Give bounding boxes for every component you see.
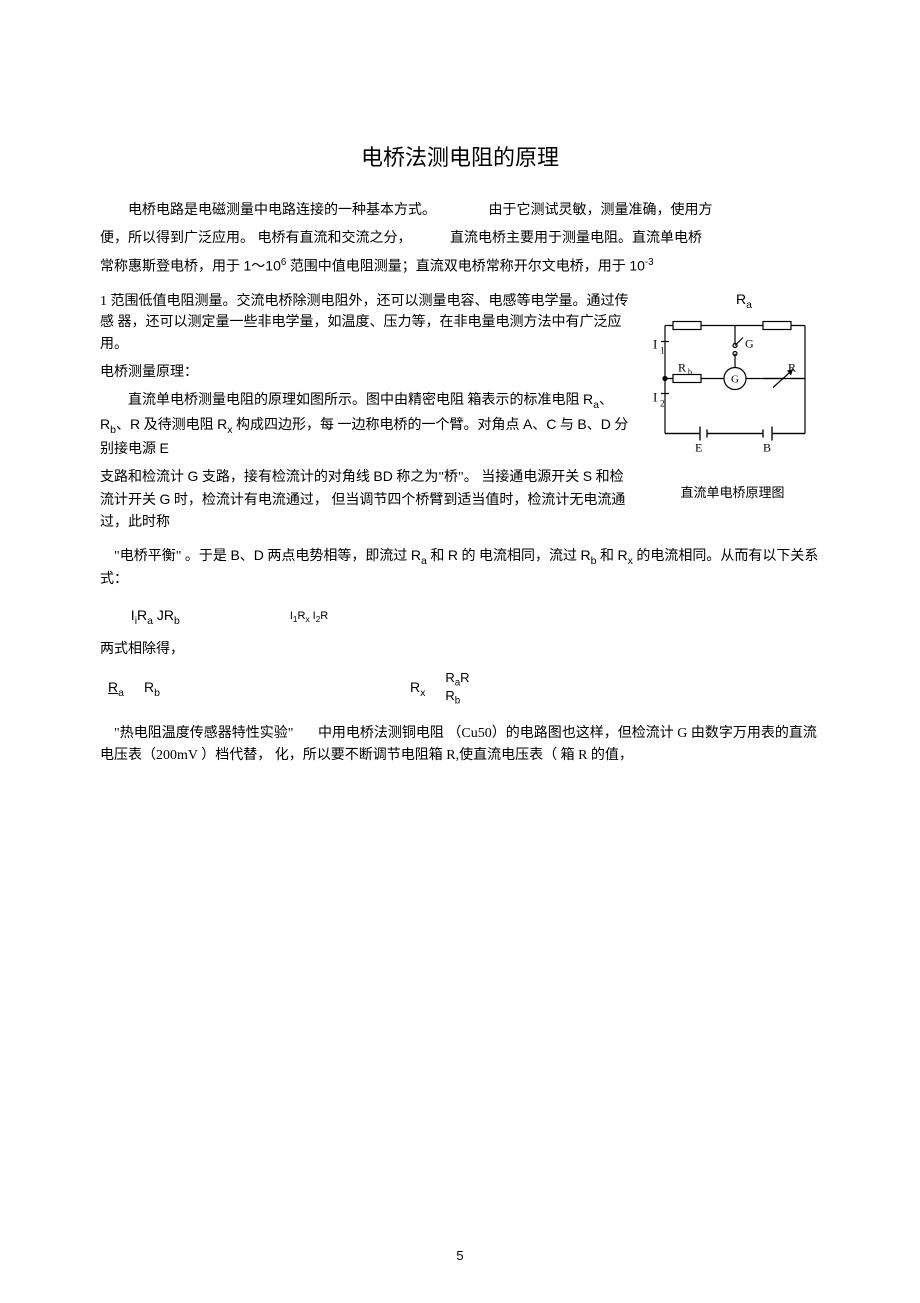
svg-text:G: G (731, 373, 739, 385)
svg-text:1: 1 (660, 345, 665, 355)
svg-text:2: 2 (660, 398, 665, 408)
ratio-right: Rx RaR Rb (410, 671, 470, 708)
paragraph-3: 常称惠斯登电桥，用于 1～106 范围中值电阻测量；直流双电桥常称开尔文电桥，用… (100, 255, 820, 278)
paragraph-10: "热电阻温度传感器特性实验" 中用电桥法测铜电阻 （Cu50）的电路图也这样，但… (100, 723, 820, 766)
bridge-figure: Ra (645, 285, 820, 501)
svg-text:E: E (695, 440, 702, 454)
svg-text:G: G (745, 336, 754, 350)
p2a: 便，所以得到广泛应用。 电桥有直流和交流之分， (100, 231, 412, 246)
p3-sup2: -3 (645, 257, 654, 268)
document-title: 电桥法测电阻的原理 (100, 140, 820, 172)
p2b: 直流电桥主要用于测量电阻。直流单电桥 (450, 231, 702, 246)
page-number: 5 (0, 1248, 920, 1263)
figure-caption: 直流单电桥原理图 (645, 482, 820, 501)
body-with-figure: Ra (100, 285, 820, 540)
svg-text:B: B (763, 440, 771, 454)
p10a: "热电阻温度传感器特性实验" (114, 726, 293, 741)
p3a: 常称惠斯登电桥，用于 (100, 260, 244, 275)
paragraph-1: 电桥电路是电磁测量中电路连接的一种基本方式。 由于它测试灵敏，测量准确，使用方 (100, 200, 820, 222)
svg-text:R: R (788, 360, 796, 374)
svg-text:R: R (678, 360, 686, 374)
p1a: 电桥电路是电磁测量中电路连接的一种基本方式。 (128, 203, 436, 218)
paragraph-9: 两式相除得， (100, 639, 820, 661)
svg-text:b: b (688, 367, 692, 376)
p3b: 范围中值电阻测量；直流双电桥常称开尔文电桥，用于 (286, 260, 629, 275)
ratio-left: Ra Rb (108, 677, 160, 701)
page-content: 电桥法测电阻的原理 电桥电路是电磁测量中电路连接的一种基本方式。 由于它测试灵敏… (0, 0, 920, 1303)
p3-range: 1～10 (244, 258, 281, 274)
figure-label-ra-top: Ra (645, 291, 820, 311)
bridge-diagram-svg: G G (645, 311, 815, 471)
p3-exp: 10 (629, 258, 645, 274)
paragraph-2: 便，所以得到广泛应用。 电桥有直流和交流之分， 直流电桥主要用于测量电阻。直流单… (100, 228, 820, 250)
eq1-left: IiRa JRb (131, 605, 180, 629)
equation-1: IiRa JRb I1Rx I2R (100, 605, 820, 629)
svg-text:I: I (653, 389, 657, 404)
p1b: 由于它测试灵敏，测量准确，使用方 (489, 203, 713, 218)
p6a: 直流单电桥测量电阻的原理如图所示。图中由精密电阻 箱表示的标准电阻 (128, 393, 583, 408)
equation-2: Ra Rb Rx RaR Rb (100, 671, 820, 708)
svg-text:I: I (653, 336, 657, 351)
eq1-right: I1Rx I2R (290, 608, 328, 627)
paragraph-8: "电桥平衡" 。于是 B、D 两点电势相等，即流过 Ra 和 R 的 电流相同，… (100, 545, 820, 591)
